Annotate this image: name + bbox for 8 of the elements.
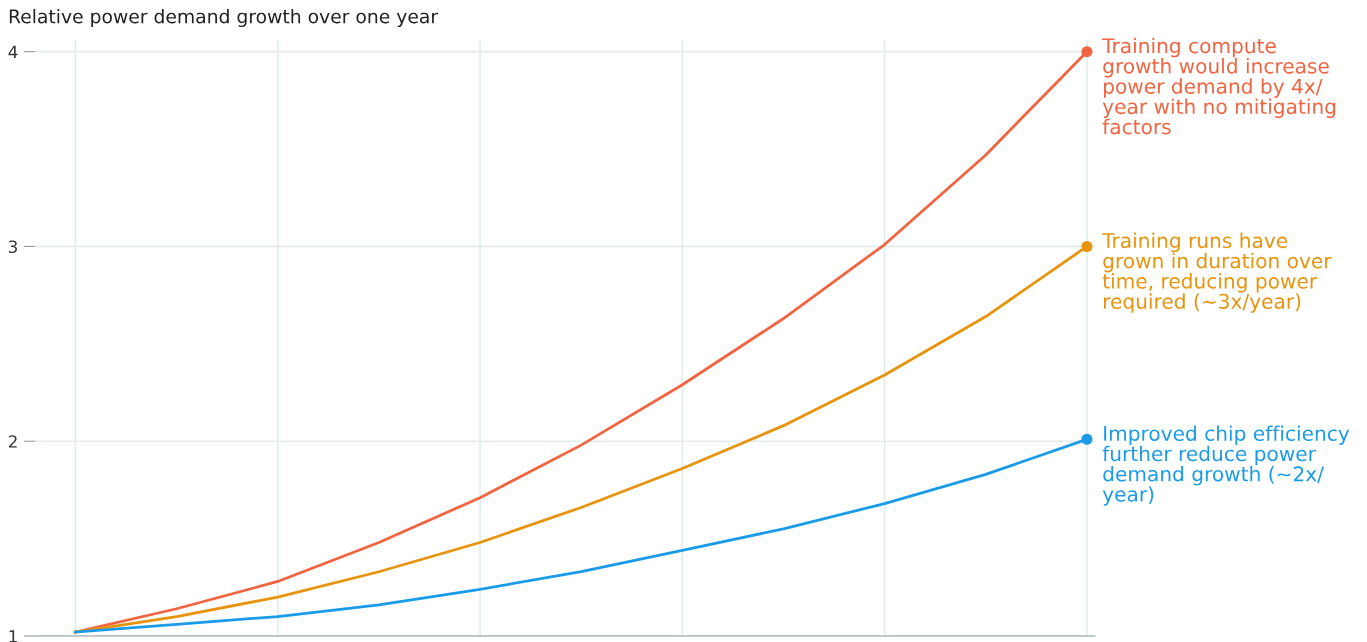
series-label: Training runs have grown in duration over time, reducing power required (~3x/year) [1102,232,1332,313]
chart-title: Relative power demand growth over one year [9,8,439,28]
y-tick-label: 1 [9,630,17,642]
y-tick-label: 3 [9,240,17,254]
series-label: Improved chip efficiency further reduce power demand growth (~2x/ year) [1102,425,1350,506]
y-tick-label: 4 [8,45,18,59]
y-tick-label: 2 [8,435,17,448]
series-label: Training compute growth would increase power demand by 4x/ year with no mitigating factors [1102,37,1336,135]
